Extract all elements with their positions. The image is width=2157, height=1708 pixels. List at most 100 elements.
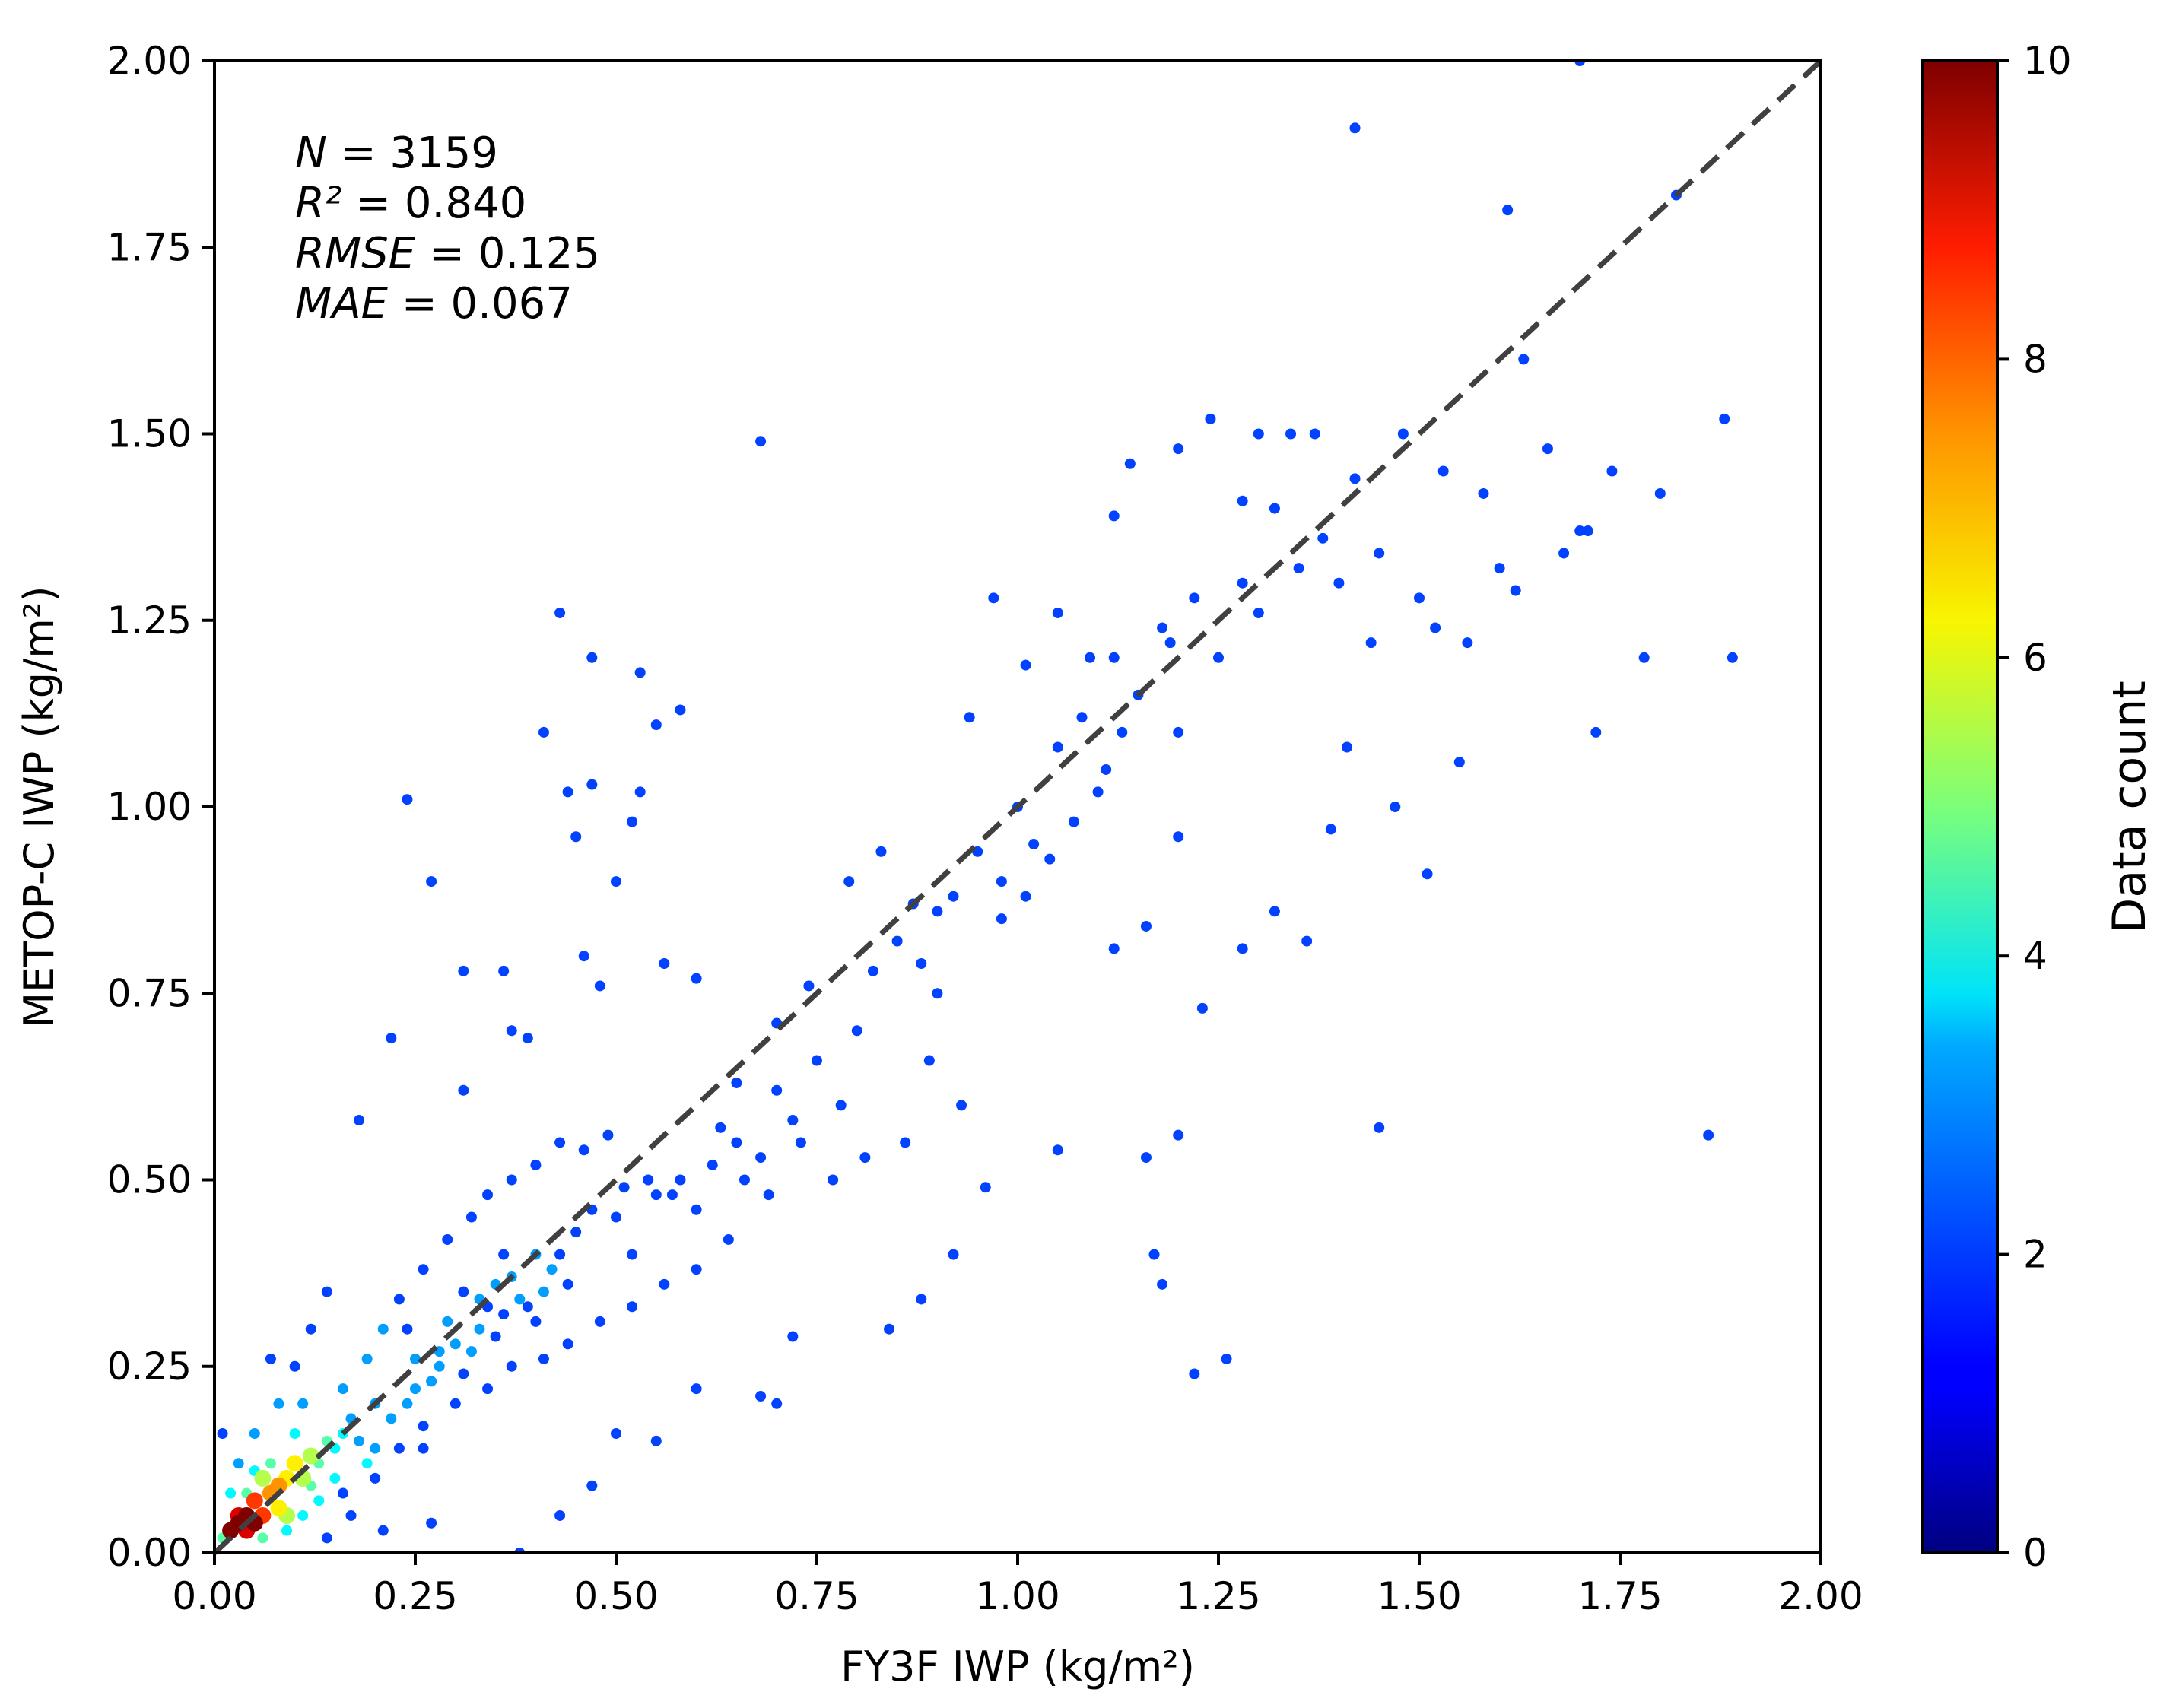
data-point: [490, 1331, 501, 1342]
data-point: [498, 1309, 510, 1320]
data-point: [1638, 652, 1650, 663]
data-point: [434, 1360, 445, 1372]
data-point: [675, 1174, 686, 1186]
data-point: [1164, 637, 1176, 649]
data-point: [812, 1055, 822, 1066]
data-point: [828, 1174, 839, 1186]
data-point: [426, 1517, 437, 1529]
data-point: [1108, 652, 1120, 663]
data-point: [586, 1480, 598, 1491]
data-point: [659, 958, 670, 970]
data-point: [691, 973, 702, 984]
data-point: [771, 1084, 783, 1096]
data-point: [1020, 891, 1031, 902]
data-point: [474, 1323, 485, 1335]
data-point: [1301, 935, 1313, 947]
y-tick-label: 1.00: [107, 785, 192, 829]
data-point: [1140, 1152, 1152, 1164]
data-point: [586, 652, 598, 663]
data-point: [1052, 607, 1063, 618]
y-tick-label: 0.25: [107, 1344, 192, 1389]
data-point: [1213, 652, 1224, 663]
data-point: [1590, 726, 1602, 738]
data-point: [1574, 525, 1586, 537]
data-point: [225, 1487, 237, 1499]
data-point: [675, 704, 686, 716]
data-point: [458, 1084, 469, 1096]
data-point: [956, 1100, 967, 1111]
colorbar-tick-label: 4: [2023, 934, 2047, 978]
data-point: [771, 1398, 783, 1409]
data-point: [634, 667, 646, 678]
data-point: [851, 1025, 862, 1037]
data-point: [1518, 354, 1530, 365]
data-point: [1478, 487, 1489, 499]
data-point: [265, 1458, 276, 1469]
x-axis-title: FY3F IWP (kg/m²): [840, 1643, 1195, 1691]
data-point: [1140, 920, 1152, 932]
one-to-one-reference-line: [212, 59, 1823, 1555]
data-point: [1703, 1129, 1714, 1141]
colorbar: 0 2 4 6 8 10 Data count: [1921, 39, 2156, 1575]
data-point: [923, 1055, 935, 1066]
x-tick-label: 1.25: [1176, 1574, 1260, 1618]
data-point: [302, 1447, 319, 1465]
data-point: [1196, 1002, 1208, 1014]
x-axis: 0.00 0.25 0.50 0.75 1.00 1.25 1.50 1.75 2.00: [172, 1553, 1863, 1618]
data-point: [731, 1077, 742, 1088]
data-point: [932, 906, 943, 917]
data-point: [257, 1532, 268, 1544]
data-point: [948, 891, 959, 902]
data-point: [1044, 853, 1056, 865]
data-point: [442, 1316, 453, 1327]
data-point: [418, 1443, 429, 1454]
y-tick-label: 0.75: [107, 971, 192, 1015]
data-point: [273, 1398, 284, 1409]
data-point: [530, 1316, 542, 1327]
data-point: [506, 1025, 517, 1037]
data-point: [859, 1152, 871, 1164]
stats-annotation: N = 3159 R² = 0.840 RMSE = 0.125 MAE = 0…: [295, 129, 600, 329]
data-point: [402, 794, 413, 805]
data-point: [964, 712, 975, 723]
data-point: [458, 1286, 469, 1297]
data-point: [691, 1383, 702, 1395]
data-point: [634, 786, 646, 798]
data-point: [578, 951, 589, 962]
data-point: [803, 980, 815, 992]
data-point: [402, 1323, 413, 1335]
data-point: [795, 1137, 806, 1148]
data-point: [1068, 816, 1079, 827]
data-point: [370, 1472, 381, 1484]
data-point: [522, 1301, 533, 1313]
data-point: [611, 1428, 621, 1440]
data-point: [297, 1398, 309, 1409]
data-point: [289, 1360, 300, 1372]
data-point: [1148, 1249, 1160, 1260]
data-point: [594, 980, 605, 992]
data-point: [1293, 563, 1304, 574]
data-point: [562, 1338, 573, 1350]
data-point: [514, 1294, 526, 1305]
y-tick-label: 1.25: [107, 598, 192, 643]
data-point: [627, 1249, 638, 1260]
data-point: [1052, 741, 1063, 753]
data-point: [1309, 428, 1320, 440]
data-point: [1052, 1144, 1063, 1156]
x-tick-label: 1.50: [1377, 1574, 1461, 1618]
data-point: [1462, 637, 1473, 649]
data-point: [354, 1115, 365, 1126]
data-point: [948, 1249, 959, 1260]
data-point: [1092, 786, 1104, 798]
colorbar-ticks: 0 2 4 6 8 10: [1997, 39, 2072, 1575]
colorbar-gradient: [1921, 59, 1999, 1554]
data-point: [286, 1455, 303, 1472]
data-point: [498, 965, 510, 976]
data-point: [739, 1174, 750, 1186]
data-point: [1582, 525, 1593, 537]
data-point: [554, 1249, 566, 1260]
data-point: [1317, 532, 1329, 544]
data-point: [297, 1510, 309, 1521]
stat-r2: R² = 0.840: [295, 179, 526, 228]
